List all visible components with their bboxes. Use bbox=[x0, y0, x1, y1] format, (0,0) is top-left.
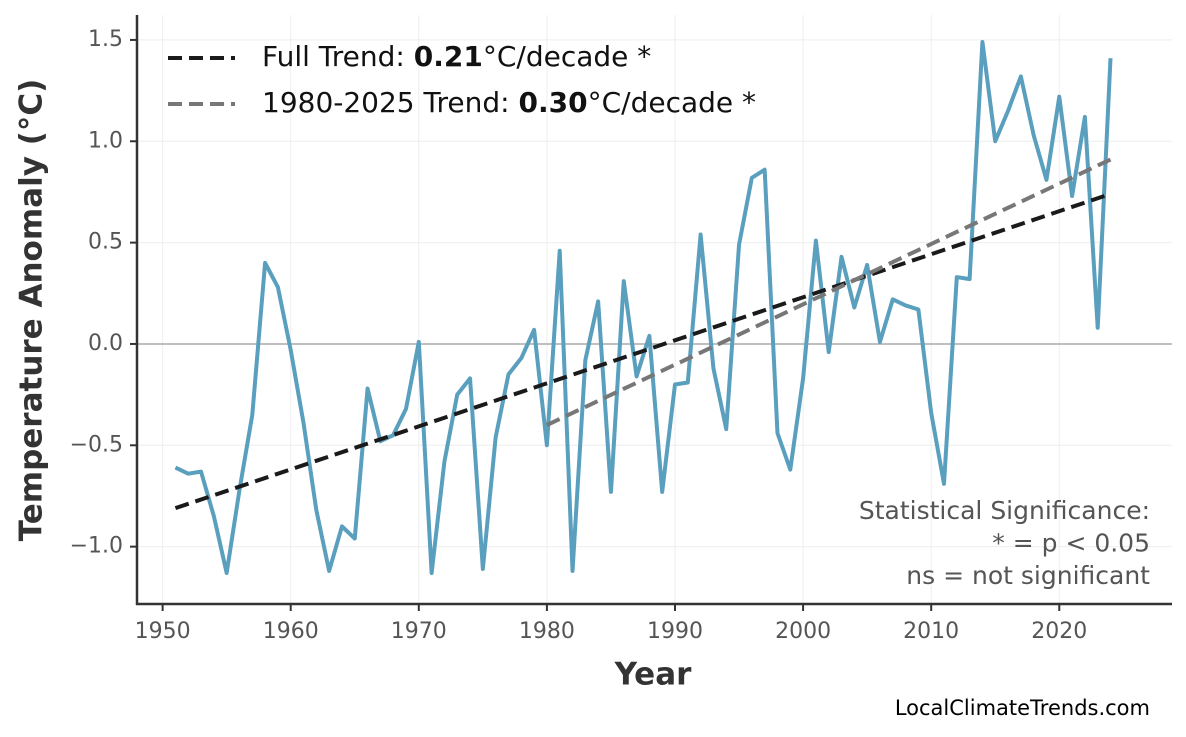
y-tick-label: −0.5 bbox=[70, 432, 123, 457]
x-tick-label: 1970 bbox=[391, 619, 447, 644]
legend-value: 0.30 bbox=[518, 86, 587, 119]
x-tick-label: 2020 bbox=[1031, 619, 1087, 644]
legend-prefix: Full Trend: bbox=[262, 40, 414, 73]
annotation: ns = not significant bbox=[906, 561, 1150, 590]
x-tick-label: 1980 bbox=[519, 619, 575, 644]
x-tick-label: 1950 bbox=[135, 619, 191, 644]
legend-prefix: 1980-2025 Trend: bbox=[262, 86, 518, 119]
x-axis-label: Year bbox=[614, 657, 693, 693]
x-tick-label: 2010 bbox=[903, 619, 959, 644]
legend-label: Full Trend: 0.21°C/decade * bbox=[262, 40, 651, 73]
y-tick-label: 0.5 bbox=[88, 230, 123, 255]
source: LocalClimateTrends.com bbox=[895, 696, 1150, 720]
legend-value: 0.21 bbox=[414, 40, 483, 73]
y-tick-label: 1.0 bbox=[88, 128, 123, 153]
x-tick-label: 1990 bbox=[647, 619, 703, 644]
y-tick-label: 1.5 bbox=[88, 27, 123, 52]
y-tick-label: −1.0 bbox=[70, 534, 123, 559]
x-tick-label: 2000 bbox=[775, 619, 831, 644]
legend-suffix: °C/decade * bbox=[483, 40, 651, 73]
y-tick-label: 0.0 bbox=[88, 331, 123, 356]
y-axis-label: Temperature Anomaly (°C) bbox=[14, 79, 50, 542]
legend-suffix: °C/decade * bbox=[588, 86, 756, 119]
annotation: Statistical Significance: bbox=[859, 496, 1150, 525]
x-tick-label: 1960 bbox=[263, 619, 319, 644]
legend-label: 1980-2025 Trend: 0.30°C/decade * bbox=[262, 86, 756, 119]
trend-line bbox=[174, 192, 1112, 511]
annotation: * = p < 0.05 bbox=[992, 529, 1150, 558]
data-line bbox=[174, 39, 1113, 575]
